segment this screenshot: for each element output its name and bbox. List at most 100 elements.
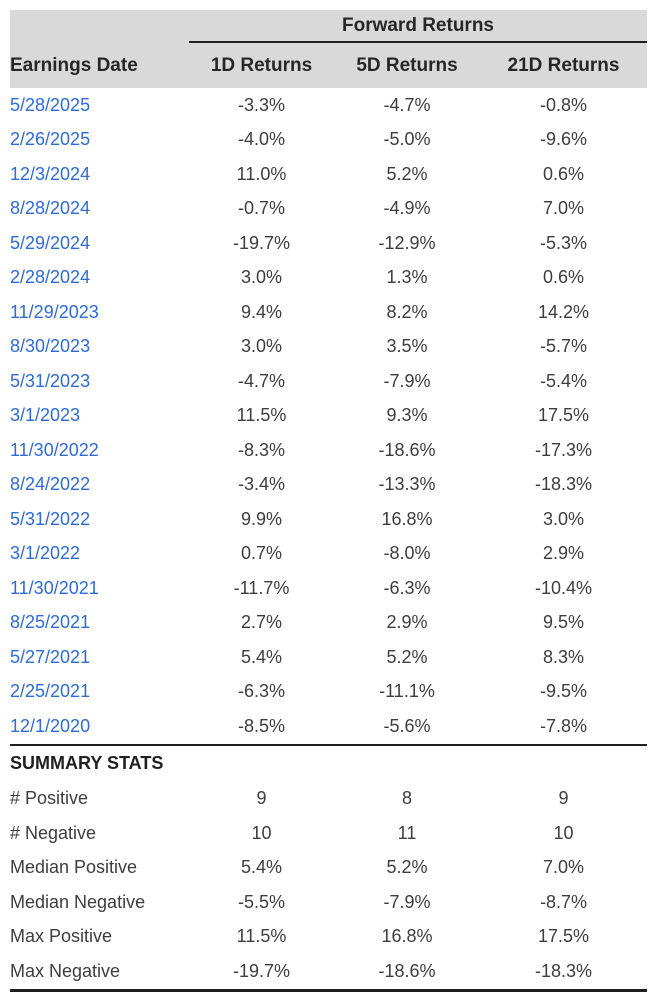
summary-row: Max Negative -19.7% -18.6% -18.3%: [10, 954, 647, 989]
return-5d-cell: 5.2%: [386, 163, 428, 184]
return-1d-cell: -0.7%: [237, 198, 286, 219]
return-1d-cell: -6.3%: [237, 681, 286, 702]
return-1d-cell: -11.7%: [233, 577, 290, 598]
summary-21d-cell: 17.5%: [537, 926, 590, 947]
date-link[interactable]: 3/1/2022: [10, 543, 81, 564]
return-5d-cell: 3.5%: [386, 336, 428, 357]
return-1d-cell: 11.5%: [236, 405, 287, 426]
return-21d-cell: 0.6%: [542, 163, 585, 184]
summary-1d-cell: 5.4%: [240, 857, 283, 878]
return-1d-cell: 2.7%: [240, 612, 283, 633]
return-5d-cell: -5.0%: [383, 129, 431, 150]
date-link[interactable]: 12/3/2024: [10, 163, 91, 184]
summary-1d-cell: -19.7%: [232, 960, 291, 981]
table-row: 5/28/2025 -3.3% -4.7% -0.8%: [10, 88, 647, 123]
summary-divider: [10, 743, 647, 746]
summary-5d-cell: -7.9%: [383, 891, 431, 912]
return-21d-cell: -18.3%: [534, 474, 593, 495]
date-link[interactable]: 5/28/2025: [10, 94, 91, 115]
summary-5d-cell: -18.6%: [378, 960, 436, 981]
table-row: 8/25/2021 2.7% 2.9% 9.5%: [10, 606, 647, 641]
summary-5d-cell: 8: [401, 788, 412, 809]
summary-row: # Negative 10 11 10: [10, 816, 647, 851]
summary-row: # Positive 9 8 9: [10, 782, 647, 817]
return-21d-cell: 8.3%: [542, 646, 585, 667]
return-21d-cell: -5.7%: [539, 336, 588, 357]
table-row: 2/28/2024 3.0% 1.3% 0.6%: [10, 261, 647, 296]
return-1d-cell: 3.0%: [240, 267, 283, 288]
summary-21d-cell: 10: [553, 822, 574, 843]
return-1d-cell: 11.0%: [236, 163, 287, 184]
date-link[interactable]: 11/30/2021: [10, 577, 99, 598]
summary-label: Median Positive: [10, 857, 138, 878]
return-21d-cell: -5.3%: [539, 232, 588, 253]
return-1d-cell: 0.7%: [240, 543, 283, 564]
return-1d-cell: -4.7%: [237, 370, 286, 391]
date-link[interactable]: 5/31/2022: [10, 508, 91, 529]
date-link[interactable]: 5/31/2023: [10, 370, 91, 391]
table-header: Forward Returns Earnings Date 1D Returns…: [10, 10, 647, 88]
date-link[interactable]: 11/30/2022: [10, 439, 99, 460]
return-21d-cell: -10.4%: [534, 577, 593, 598]
table-row: 2/25/2021 -6.3% -11.1% -9.5%: [10, 675, 647, 710]
return-21d-cell: -17.3%: [534, 439, 593, 460]
return-5d-cell: -13.3%: [378, 474, 436, 495]
summary-21d-cell: 7.0%: [542, 857, 585, 878]
summary-1d-cell: 11.5%: [236, 926, 287, 947]
return-1d-cell: -4.0%: [237, 129, 286, 150]
return-5d-cell: -6.3%: [383, 577, 431, 598]
summary-header-row: SUMMARY STATS: [10, 746, 647, 782]
table-row: 12/3/2024 11.0% 5.2% 0.6%: [10, 157, 647, 192]
return-1d-cell: -8.3%: [237, 439, 286, 460]
return-5d-cell: -12.9%: [378, 232, 436, 253]
summary-1d-cell: -5.5%: [237, 891, 286, 912]
return-21d-cell: 9.5%: [542, 612, 585, 633]
return-1d-cell: 9.9%: [240, 508, 283, 529]
return-5d-cell: 9.3%: [386, 405, 428, 426]
summary-21d-cell: -18.3%: [534, 960, 593, 981]
date-link[interactable]: 2/26/2025: [10, 129, 91, 150]
table-bottom-rule: [10, 988, 647, 992]
return-21d-cell: -5.4%: [539, 370, 588, 391]
summary-label: # Negative: [10, 822, 97, 843]
return-5d-cell: -11.1%: [379, 681, 435, 702]
return-21d-cell: 14.2%: [537, 301, 590, 322]
return-5d-cell: -5.6%: [383, 715, 431, 736]
date-link[interactable]: 5/29/2024: [10, 232, 91, 253]
return-5d-cell: 16.8%: [381, 508, 433, 529]
return-1d-cell: 5.4%: [240, 646, 283, 667]
date-link[interactable]: 2/25/2021: [10, 681, 91, 702]
return-21d-cell: 0.6%: [542, 267, 585, 288]
summary-row: Median Positive 5.4% 5.2% 7.0%: [10, 851, 647, 886]
return-1d-cell: -3.3%: [237, 94, 286, 115]
return-21d-cell: -9.5%: [539, 681, 588, 702]
date-link[interactable]: 8/24/2022: [10, 474, 91, 495]
summary-21d-cell: -8.7%: [539, 891, 588, 912]
summary-title: SUMMARY STATS: [10, 753, 164, 773]
summary-label: Median Negative: [10, 891, 146, 912]
return-21d-cell: 17.5%: [537, 405, 590, 426]
date-link[interactable]: 8/28/2024: [10, 198, 91, 219]
group-header-forward-returns: Forward Returns: [189, 10, 647, 43]
table-row: 5/31/2023 -4.7% -7.9% -5.4%: [10, 364, 647, 399]
table-row: 11/30/2022 -8.3% -18.6% -17.3%: [10, 433, 647, 468]
table-row: 5/29/2024 -19.7% -12.9% -5.3%: [10, 226, 647, 261]
date-link[interactable]: 2/28/2024: [10, 267, 91, 288]
date-link[interactable]: 8/30/2023: [10, 336, 91, 357]
return-5d-cell: 2.9%: [386, 612, 428, 633]
return-21d-cell: -0.8%: [539, 94, 588, 115]
earnings-returns-table: Forward Returns Earnings Date 1D Returns…: [10, 10, 647, 992]
table-row: 8/24/2022 -3.4% -13.3% -18.3%: [10, 468, 647, 503]
return-21d-cell: -9.6%: [539, 129, 588, 150]
date-link[interactable]: 3/1/2023: [10, 405, 81, 426]
date-link[interactable]: 11/29/2023: [10, 301, 99, 322]
table-body: 5/28/2025 -3.3% -4.7% -0.8% 2/26/2025 -4…: [10, 88, 647, 744]
date-link[interactable]: 12/1/2020: [10, 715, 91, 736]
return-5d-cell: 8.2%: [386, 301, 428, 322]
date-link[interactable]: 8/25/2021: [10, 612, 91, 633]
return-1d-cell: -19.7%: [232, 232, 291, 253]
summary-row: Median Negative -5.5% -7.9% -8.7%: [10, 885, 647, 920]
return-21d-cell: 3.0%: [542, 508, 585, 529]
summary-body: # Positive 9 8 9 # Negative 10 11 10 Med…: [10, 782, 647, 989]
date-link[interactable]: 5/27/2021: [10, 646, 91, 667]
